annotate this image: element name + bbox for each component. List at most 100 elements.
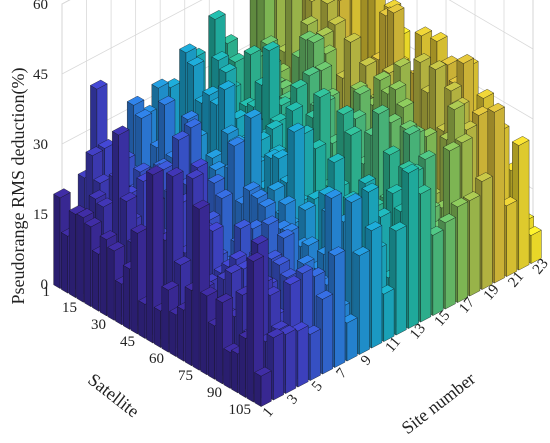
bar-face-top bbox=[382, 145, 401, 156]
z-tick-label: 30 bbox=[33, 137, 48, 153]
bar-face-top bbox=[447, 100, 465, 111]
bar-face-top bbox=[229, 250, 247, 260]
bar-face-top bbox=[190, 158, 209, 169]
bar-face-top bbox=[244, 108, 262, 119]
site-tick-label: 1 bbox=[260, 405, 277, 421]
bar-face-top bbox=[476, 88, 495, 99]
bar-face-top bbox=[221, 124, 239, 135]
bar-face-left bbox=[53, 193, 61, 289]
bar-face-right bbox=[395, 225, 407, 336]
bar-face-top bbox=[353, 85, 371, 95]
site-tick-label: 7 bbox=[333, 365, 350, 381]
bar-face-top bbox=[215, 293, 234, 303]
bar bbox=[254, 366, 272, 407]
bar-face-top bbox=[285, 101, 304, 112]
bar-face-top bbox=[300, 15, 319, 26]
z-tick-label: 15 bbox=[33, 207, 48, 223]
bar-face-top bbox=[166, 167, 184, 177]
bar-face-top bbox=[327, 153, 345, 163]
bar-face-right bbox=[285, 328, 297, 394]
bar-face-top bbox=[157, 95, 176, 106]
bar-face-right bbox=[432, 229, 444, 316]
bar-face-top bbox=[90, 79, 108, 90]
bar-face-left bbox=[215, 298, 223, 385]
bar-face-top bbox=[264, 249, 283, 260]
bar-face-top bbox=[184, 118, 202, 129]
bar-face-top bbox=[266, 328, 285, 339]
bar-face-top bbox=[388, 80, 407, 91]
bar-face-top bbox=[283, 275, 301, 286]
site-tick-label: 5 bbox=[309, 379, 326, 395]
bar-face-top bbox=[181, 110, 199, 121]
bar-face-top bbox=[207, 173, 225, 184]
bar-face-top bbox=[313, 87, 331, 98]
bar-face-top bbox=[337, 0, 342, 2]
bar-face-left bbox=[200, 291, 208, 376]
bar-face-right bbox=[383, 288, 395, 342]
bar-face-left bbox=[169, 310, 177, 358]
bar-face-top bbox=[361, 182, 380, 193]
bar-face-top bbox=[179, 43, 197, 54]
bar bbox=[146, 165, 164, 344]
bar-face-top bbox=[389, 221, 407, 232]
bar-face-top bbox=[327, 246, 346, 257]
bar-face-left bbox=[76, 213, 84, 303]
z-gridline bbox=[61, 0, 534, 75]
bar-face-right bbox=[469, 195, 481, 297]
bar-face-top bbox=[261, 215, 279, 226]
bar bbox=[246, 252, 265, 403]
bar-face-top bbox=[107, 241, 125, 252]
bar-face-top bbox=[487, 102, 505, 113]
bar-face-top bbox=[265, 119, 284, 130]
site-tick-label: 23 bbox=[530, 256, 550, 278]
bar-face-top bbox=[217, 80, 236, 91]
bar-face-top bbox=[250, 189, 269, 199]
bar-face-right bbox=[494, 106, 505, 284]
satellite-tick-label: 30 bbox=[91, 317, 106, 333]
bar-face-right bbox=[346, 317, 358, 362]
bar-face-top bbox=[414, 26, 433, 37]
bar-face-top bbox=[161, 280, 179, 291]
satellite-tick-label: 1 bbox=[43, 284, 51, 300]
bar-face-top bbox=[402, 125, 421, 136]
bar-face-top bbox=[126, 95, 145, 106]
bar-face-top bbox=[53, 188, 71, 199]
bar-face-right bbox=[408, 167, 419, 329]
z-axis-title: Pseudorange RMS deduction(%) bbox=[8, 68, 29, 305]
bar-face-right bbox=[506, 200, 518, 277]
bar-face-top bbox=[298, 200, 316, 211]
bar-face-top bbox=[233, 219, 252, 230]
bar-face-top bbox=[316, 26, 334, 37]
bar-face-right bbox=[322, 293, 333, 375]
bar-face-left bbox=[192, 205, 200, 371]
satellite-tick-label: 15 bbox=[62, 300, 77, 316]
bar-face-left bbox=[99, 235, 107, 317]
bar-face-top bbox=[271, 320, 289, 331]
bar-face-top bbox=[371, 104, 390, 115]
bar-face-left bbox=[153, 306, 161, 348]
bar-face-left bbox=[84, 222, 92, 308]
bar-face-top bbox=[262, 41, 280, 52]
bar-face-top bbox=[396, 98, 414, 108]
bar-face-left bbox=[92, 250, 99, 312]
bar-face-top bbox=[192, 199, 210, 210]
site-tick-label: 3 bbox=[284, 392, 301, 408]
satellite-tick-label: 90 bbox=[207, 385, 222, 401]
bar-face-right bbox=[481, 175, 493, 290]
bar-face-top bbox=[462, 191, 481, 201]
bar-face-right bbox=[445, 217, 456, 310]
bar-face-left bbox=[61, 232, 68, 294]
bar-face-top bbox=[211, 51, 229, 61]
bar-face-left bbox=[223, 348, 231, 389]
bar-face-right bbox=[334, 250, 346, 368]
bar-face-top bbox=[393, 57, 411, 68]
bar-face-top bbox=[208, 160, 227, 171]
bar-face-top bbox=[224, 263, 243, 274]
satellite-tick-label: 105 bbox=[229, 402, 252, 418]
bar-face-left bbox=[254, 372, 262, 407]
bar-face-right bbox=[457, 201, 468, 303]
bar-face-right bbox=[273, 332, 284, 401]
z-tick-label: 60 bbox=[33, 0, 48, 13]
